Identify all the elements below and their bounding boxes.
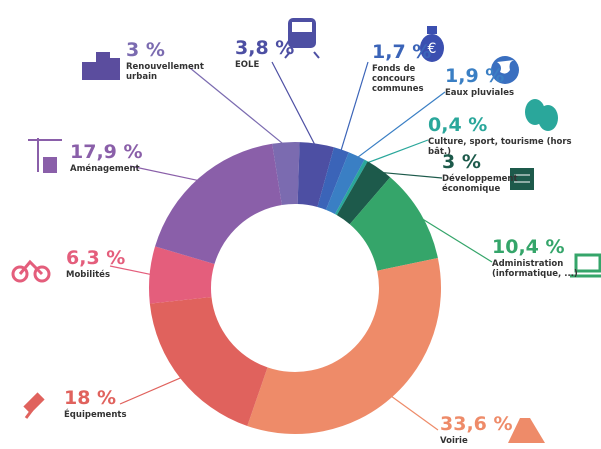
category-label: Aménagement (70, 164, 140, 174)
value-label: 0,4 % (428, 114, 488, 136)
value-label: 3 % (442, 151, 481, 173)
category-label: Développement économique (442, 174, 518, 194)
leader-line (119, 375, 185, 405)
masks-icon (525, 99, 558, 131)
leader-line (388, 394, 439, 431)
donut-segment (297, 142, 334, 208)
donut-segment (149, 246, 215, 304)
leader-line (354, 91, 446, 160)
category-label: Équipements (64, 410, 127, 420)
donut-segment (247, 257, 441, 435)
leader-line (339, 61, 369, 154)
icons: € (11, 18, 601, 443)
category-label: Administration (informatique, ...) (492, 259, 578, 279)
category-label: Eaux pluviales (445, 88, 515, 98)
laptop-icon (570, 253, 601, 278)
donut-segment (149, 296, 268, 426)
value-label: 6,3 % (66, 247, 126, 269)
leader-line (271, 61, 317, 148)
leader-line (189, 67, 287, 147)
svg-text:€: € (428, 41, 437, 57)
leader-line (363, 139, 429, 165)
value-label: 33,6 % (440, 413, 513, 435)
building-icon (82, 52, 120, 80)
donut-segment (325, 152, 365, 215)
roller-icon (23, 392, 45, 419)
value-label: 1,7 % (372, 41, 432, 63)
category-label: Mobilités (66, 270, 111, 280)
leader-line (376, 171, 443, 179)
money-bag-icon: € (420, 26, 444, 62)
category-label: EOLE (235, 60, 260, 70)
donut-segment (155, 143, 282, 265)
leader-line (416, 215, 493, 263)
globe-icon (491, 56, 519, 84)
donut-segment (349, 177, 438, 271)
value-label: 10,4 % (492, 236, 565, 258)
road-icon (508, 418, 545, 443)
crane-icon (28, 138, 62, 173)
train-icon (284, 18, 320, 59)
category-label: Culture, sport, tourisme (hors bât.) (428, 137, 572, 157)
value-label: 3,8 % (235, 37, 295, 59)
value-label: 17,9 % (70, 141, 143, 163)
donut-segment (272, 141, 300, 206)
leader-line (109, 265, 154, 276)
office-icon (510, 168, 534, 190)
value-label: 18 % (64, 387, 117, 409)
leader-line (129, 165, 202, 182)
donut-segment (336, 161, 391, 225)
category-label: Renouvellement urbain (126, 62, 204, 82)
value-label: 3 % (126, 39, 165, 61)
category-label: Fonds de concours communes (372, 64, 424, 94)
category-label: Voirie (440, 436, 468, 446)
donut-segment (317, 147, 349, 210)
value-label: 1,9 % (445, 65, 505, 87)
bike-icon (11, 259, 51, 283)
donut-segment (335, 159, 368, 216)
